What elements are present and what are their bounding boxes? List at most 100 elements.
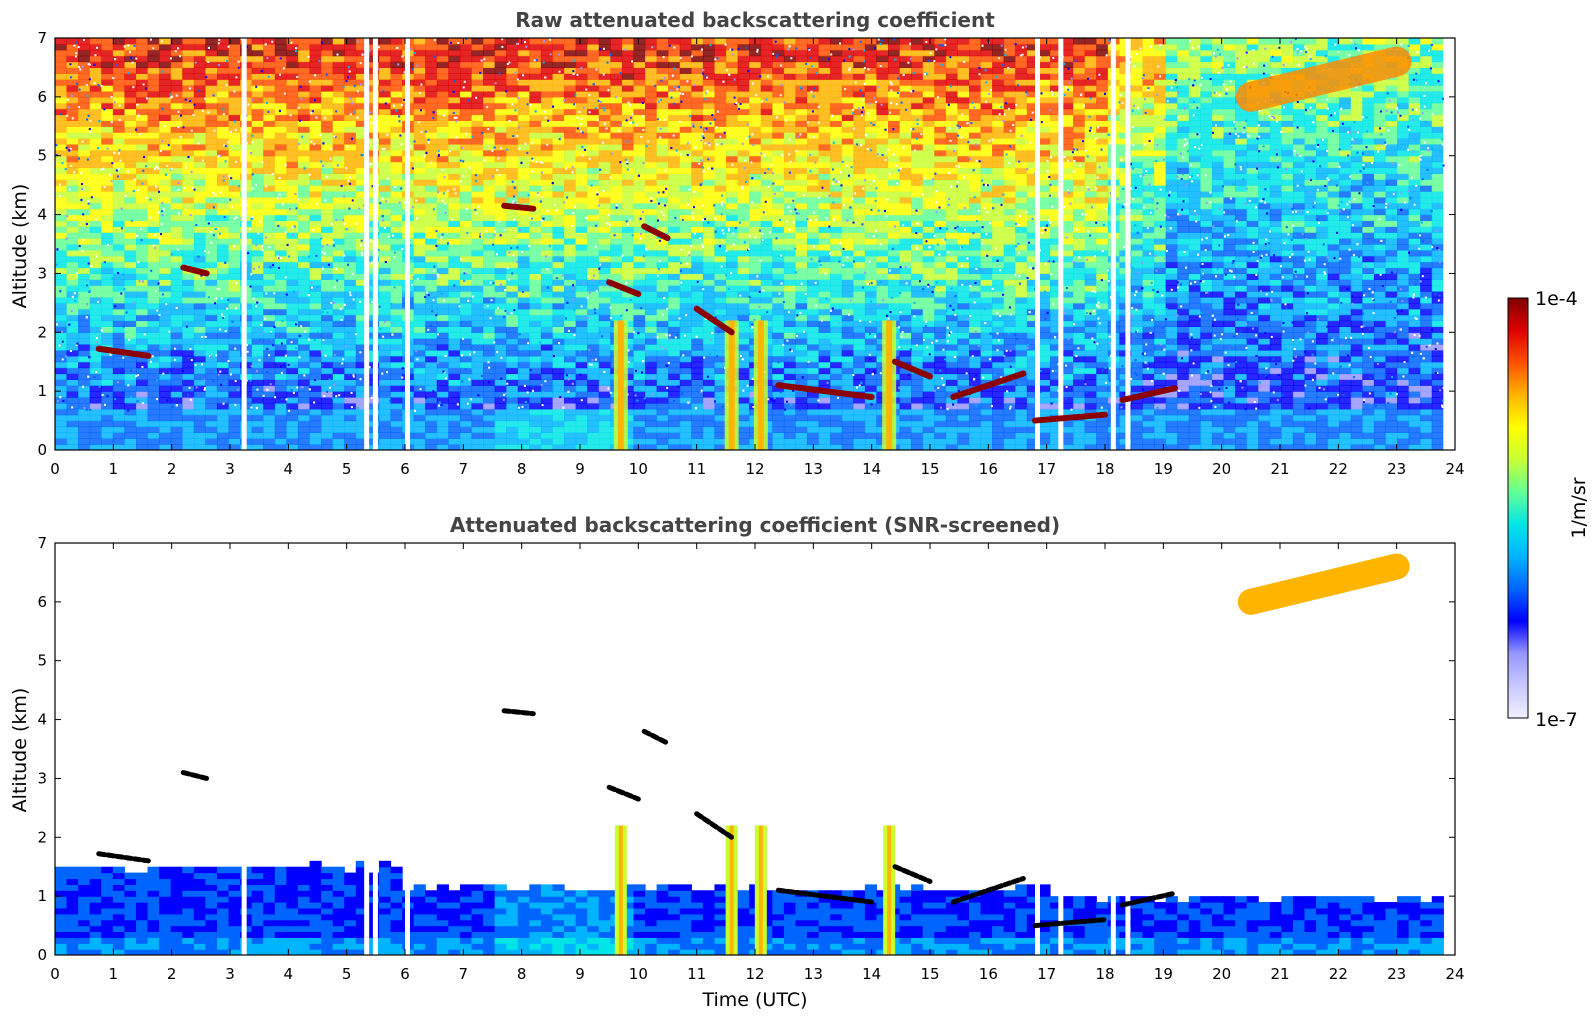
backscatter-cell — [656, 302, 669, 310]
backscatter-cell — [702, 255, 716, 263]
backscatter-cell — [830, 261, 843, 269]
backscatter-cell — [193, 402, 207, 410]
backscatter-cell — [309, 208, 322, 216]
backscatter-cell — [425, 361, 438, 369]
backscatter-cell — [66, 344, 79, 351]
backscatter-cell — [101, 208, 114, 216]
backscatter-cell — [147, 414, 160, 422]
backscatter-cell — [55, 138, 68, 145]
backscatter-cell — [679, 379, 692, 386]
backscatter-cell — [263, 373, 276, 380]
backscatter-cell — [726, 149, 739, 157]
backscatter-cell — [668, 255, 681, 263]
backscatter-cell — [182, 202, 195, 210]
backscatter-cell — [263, 167, 276, 174]
backscatter-cell — [529, 397, 542, 404]
backscatter-cell — [112, 426, 126, 433]
backscatter-cell — [830, 90, 843, 98]
backscatter-cell — [633, 220, 646, 227]
backscatter-cell — [598, 196, 611, 204]
backscatter-cell — [795, 114, 808, 121]
backscatter-cell — [66, 38, 79, 45]
backscatter-cell — [355, 73, 368, 80]
backscatter-cell — [159, 426, 172, 433]
backscatter-cell — [321, 90, 334, 98]
backscatter-cell — [378, 114, 392, 121]
backscatter-cell — [483, 85, 496, 92]
backscatter-cell — [633, 67, 646, 74]
backscatter-cell — [228, 96, 241, 104]
backscatter-cell — [714, 226, 727, 233]
backscatter-cell — [772, 255, 785, 263]
backscatter-cell — [436, 220, 449, 227]
backscatter-cell — [471, 102, 484, 110]
backscatter-cell — [112, 49, 126, 57]
backscatter-cell — [633, 108, 646, 116]
backscatter-cell — [760, 255, 773, 263]
backscatter-cell — [135, 143, 149, 151]
backscatter-cell — [830, 397, 843, 404]
backscatter-cell — [286, 320, 299, 327]
backscatter-cell — [170, 267, 183, 275]
backscatter-cell — [344, 385, 357, 392]
backscatter-cell — [610, 244, 623, 251]
backscatter-cell — [193, 420, 207, 428]
backscatter-cell — [656, 349, 669, 357]
backscatter-cell — [355, 367, 368, 375]
backscatter-cell — [321, 408, 334, 416]
backscatter-cell — [645, 126, 658, 133]
backscatter-cell — [471, 344, 484, 351]
backscatter-cell — [147, 261, 160, 269]
backscatter-cell — [679, 314, 692, 322]
backscatter-cell — [552, 249, 565, 257]
backscatter-cell — [216, 114, 230, 121]
backscatter-cell — [702, 285, 716, 292]
backscatter-cell — [691, 338, 704, 345]
backscatter-cell — [772, 61, 785, 69]
backscatter-cell — [425, 179, 438, 186]
backscatter-cell — [159, 161, 172, 169]
backscatter-cell — [55, 238, 68, 245]
backscatter-cell — [656, 85, 669, 92]
backscatter-cell — [147, 302, 160, 310]
backscatter-cell — [575, 214, 588, 222]
backscatter-cell — [274, 320, 287, 327]
backscatter-cell — [471, 385, 484, 392]
backscatter-cell — [517, 232, 530, 239]
backscatter-cell — [564, 126, 577, 133]
backscatter-cell — [483, 67, 496, 74]
backscatter-cell — [344, 226, 357, 233]
backscatter-cell — [668, 73, 681, 80]
backscatter-cell — [529, 220, 542, 227]
backscatter-cell — [251, 79, 264, 86]
backscatter-cell — [598, 344, 611, 351]
backscatter-cell — [506, 314, 519, 322]
backscatter-cell — [471, 49, 484, 57]
backscatter-cell — [159, 49, 172, 57]
backscatter-cell — [413, 90, 426, 98]
backscatter-cell — [807, 49, 820, 57]
backscatter-cell — [147, 267, 160, 275]
backscatter-cell — [425, 138, 438, 145]
backscatter-cell — [66, 61, 79, 69]
backscatter-cell — [621, 108, 635, 116]
backscatter-cell — [413, 138, 426, 145]
backscatter-cell — [494, 296, 507, 304]
backscatter-cell — [286, 408, 299, 416]
backscatter-cell — [506, 344, 519, 351]
backscatter-cell — [598, 432, 611, 439]
backscatter-cell — [436, 438, 449, 445]
backscatter-cell — [182, 38, 195, 45]
backscatter-cell — [749, 179, 762, 186]
backscatter-cell — [749, 73, 762, 80]
backscatter-cell — [55, 314, 68, 322]
backscatter-cell — [564, 67, 577, 74]
backscatter-cell — [598, 296, 611, 304]
backscatter-cell — [529, 238, 542, 245]
backscatter-cell — [135, 267, 149, 275]
backscatter-cell — [830, 167, 843, 174]
backscatter-cell — [818, 408, 831, 416]
backscatter-cell — [772, 238, 785, 245]
backscatter-cell — [332, 373, 345, 380]
backscatter-cell — [332, 367, 345, 375]
